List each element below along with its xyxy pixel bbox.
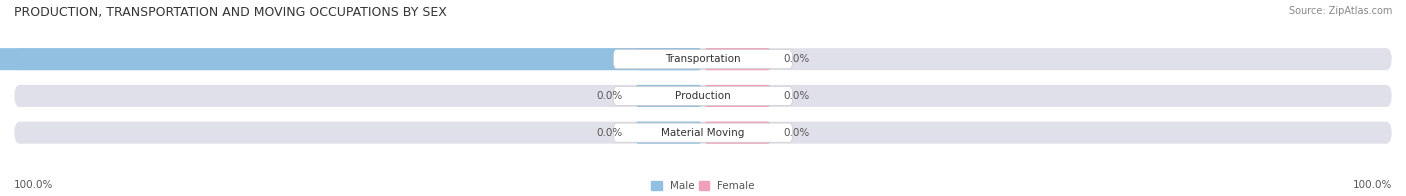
FancyBboxPatch shape: [703, 85, 772, 107]
FancyBboxPatch shape: [613, 50, 793, 69]
Text: Source: ZipAtlas.com: Source: ZipAtlas.com: [1288, 6, 1392, 16]
Text: 0.0%: 0.0%: [596, 91, 623, 101]
FancyBboxPatch shape: [14, 122, 1392, 144]
Text: Transportation: Transportation: [665, 54, 741, 64]
FancyBboxPatch shape: [634, 48, 703, 70]
Text: Production: Production: [675, 91, 731, 101]
FancyBboxPatch shape: [14, 48, 1392, 70]
FancyBboxPatch shape: [14, 85, 1392, 107]
Text: 0.0%: 0.0%: [783, 91, 810, 101]
Text: 100.0%: 100.0%: [14, 180, 53, 190]
FancyBboxPatch shape: [0, 48, 703, 70]
FancyBboxPatch shape: [634, 122, 703, 144]
FancyBboxPatch shape: [613, 86, 793, 105]
Text: 0.0%: 0.0%: [783, 128, 810, 138]
Text: 0.0%: 0.0%: [783, 54, 810, 64]
Text: PRODUCTION, TRANSPORTATION AND MOVING OCCUPATIONS BY SEX: PRODUCTION, TRANSPORTATION AND MOVING OC…: [14, 6, 447, 19]
Legend: Male, Female: Male, Female: [651, 181, 755, 191]
FancyBboxPatch shape: [634, 85, 703, 107]
Text: 0.0%: 0.0%: [596, 128, 623, 138]
FancyBboxPatch shape: [703, 48, 772, 70]
Text: Material Moving: Material Moving: [661, 128, 745, 138]
FancyBboxPatch shape: [613, 123, 793, 142]
FancyBboxPatch shape: [703, 122, 772, 144]
Text: 100.0%: 100.0%: [1353, 180, 1392, 190]
